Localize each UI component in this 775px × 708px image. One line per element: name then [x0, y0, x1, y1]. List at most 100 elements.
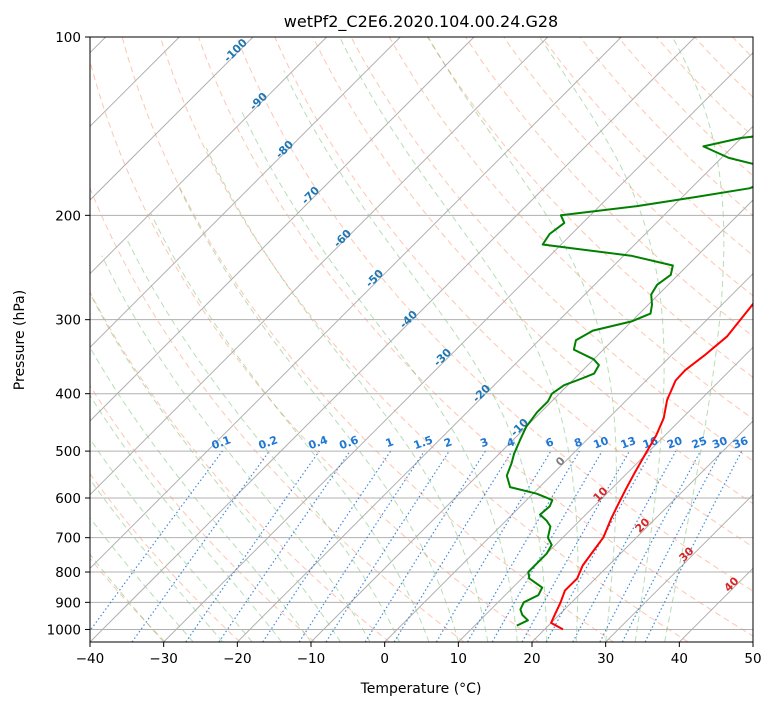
y-tick-label: 600 — [55, 491, 81, 507]
isotherm — [163, 51, 753, 642]
y-axis-label: Pressure (hPa) — [12, 290, 28, 390]
dry-adiabat — [350, 37, 753, 462]
x-tick-label: −20 — [223, 651, 252, 667]
moist-adiabat — [664, 37, 725, 642]
dry-adiabat — [465, 37, 753, 338]
dry-adiabat-label: -80 — [273, 138, 296, 161]
dry-adiabat — [617, 37, 753, 177]
moist-adiabat — [90, 478, 223, 642]
mixing-ratio-label: 36 — [731, 434, 750, 452]
isotherm — [90, 37, 475, 422]
mixing-ratio-label: 25 — [690, 434, 709, 451]
dry-adiabat — [656, 37, 753, 138]
moist-adiabat — [339, 37, 579, 642]
mixing-ratio-line — [262, 450, 392, 642]
dry-adiabat — [503, 37, 753, 297]
mixing-ratio-line — [521, 450, 631, 642]
moist-adiabat — [90, 516, 194, 642]
mixing-ratio-label: 0.4 — [307, 433, 330, 452]
chart-title: wetPf2_C2E6.2020.104.00.24.G28 — [284, 12, 558, 32]
mixing-ratio-label: 10 — [592, 434, 611, 452]
mixing-ratio-label: 2 — [442, 435, 454, 450]
x-tick-label: 20 — [523, 651, 540, 667]
dry-adiabat — [274, 37, 753, 548]
mixing-ratio-label: 13 — [619, 434, 638, 451]
y-tick-label: 700 — [55, 531, 81, 547]
y-tick-label: 800 — [55, 565, 81, 581]
moist-adiabat — [538, 37, 665, 642]
plot-frame — [89, 36, 754, 643]
isotherm — [90, 37, 254, 201]
isotherm — [605, 493, 753, 642]
dry-adiabat — [388, 37, 753, 420]
x-tick-label: 40 — [671, 651, 688, 667]
x-tick-label: 10 — [450, 651, 467, 667]
mixing-ratio-line — [393, 450, 513, 642]
mixing-ratio-label: 1 — [384, 435, 396, 450]
y-tick-label: 100 — [55, 30, 81, 46]
isotherm — [236, 125, 753, 642]
mixing-ratio-line — [298, 450, 425, 642]
moist-adiabat — [177, 185, 459, 642]
mixing-ratio-line — [364, 450, 486, 642]
dry-adiabat-label: -40 — [397, 308, 420, 331]
dry-adiabat — [90, 472, 241, 642]
y-tick-label: 400 — [55, 387, 81, 403]
dry-adiabat-label: 10 — [591, 484, 611, 504]
dry-adiabat-label: -90 — [247, 90, 270, 113]
y-tick-label: 300 — [55, 313, 81, 329]
isotherm — [384, 272, 753, 642]
temperature-profile — [550, 302, 753, 631]
moist-adiabat — [283, 70, 548, 642]
isotherm — [531, 420, 753, 642]
moist-adiabat — [90, 346, 312, 642]
mixing-ratio-line — [325, 450, 450, 642]
y-tick-label: 900 — [55, 595, 81, 611]
profile-series — [505, 135, 753, 631]
dry-adiabat — [694, 37, 753, 98]
dry-adiabat — [236, 37, 753, 592]
isotherm — [90, 37, 401, 349]
isotherm — [90, 37, 696, 642]
x-tick-label: −30 — [149, 651, 178, 667]
dry-adiabat-label: -100 — [221, 36, 250, 65]
mixing-ratio-label: 30 — [710, 434, 729, 452]
dry-adiabat-label: 30 — [677, 544, 697, 564]
moist-adiabat — [90, 394, 282, 642]
y-axis: 1000 900 800 700 600 500 400 300 200 100 — [47, 30, 90, 638]
mixing-ratio-label: 0.2 — [257, 433, 280, 452]
mixing-ratio-line — [90, 450, 223, 632]
y-tick-label: 1000 — [47, 622, 81, 638]
dry-adiabat — [198, 37, 753, 637]
moist-adiabat — [101, 255, 371, 642]
dry-adiabat-label: -60 — [331, 227, 354, 250]
y-tick-label: 200 — [55, 208, 81, 224]
dry-adiabat-label: -30 — [431, 346, 454, 369]
mixing-ratio-label: 8 — [572, 435, 584, 450]
dry-adiabat — [159, 37, 689, 642]
dry-adiabat-label: -50 — [363, 267, 386, 290]
x-tick-label: 0 — [380, 651, 389, 667]
moist-adiabat — [125, 237, 400, 642]
dry-adiabat — [90, 291, 390, 642]
isotherm — [457, 346, 753, 642]
isotherm — [752, 641, 753, 642]
moist-adiabat — [427, 37, 617, 642]
x-tick-label: −40 — [76, 651, 105, 667]
background-lines — [90, 37, 753, 642]
x-axis-label: Temperature (°C) — [360, 681, 482, 697]
dry-adiabat — [121, 37, 614, 642]
dry-adiabat — [312, 37, 753, 505]
mixing-ratio-line — [644, 450, 743, 642]
moist-adiabat — [150, 212, 430, 642]
mixing-ratio-line — [185, 450, 320, 642]
mixing-ratio-line — [218, 450, 351, 642]
moist-adiabat — [90, 553, 165, 642]
moist-adiabat — [90, 292, 341, 642]
mixing-ratio-label: 3 — [478, 435, 490, 450]
mixing-ratio-line — [572, 450, 677, 642]
dry-adiabat-label: 40 — [722, 574, 742, 594]
isotherm — [90, 37, 328, 275]
dry-adiabat — [90, 59, 540, 642]
